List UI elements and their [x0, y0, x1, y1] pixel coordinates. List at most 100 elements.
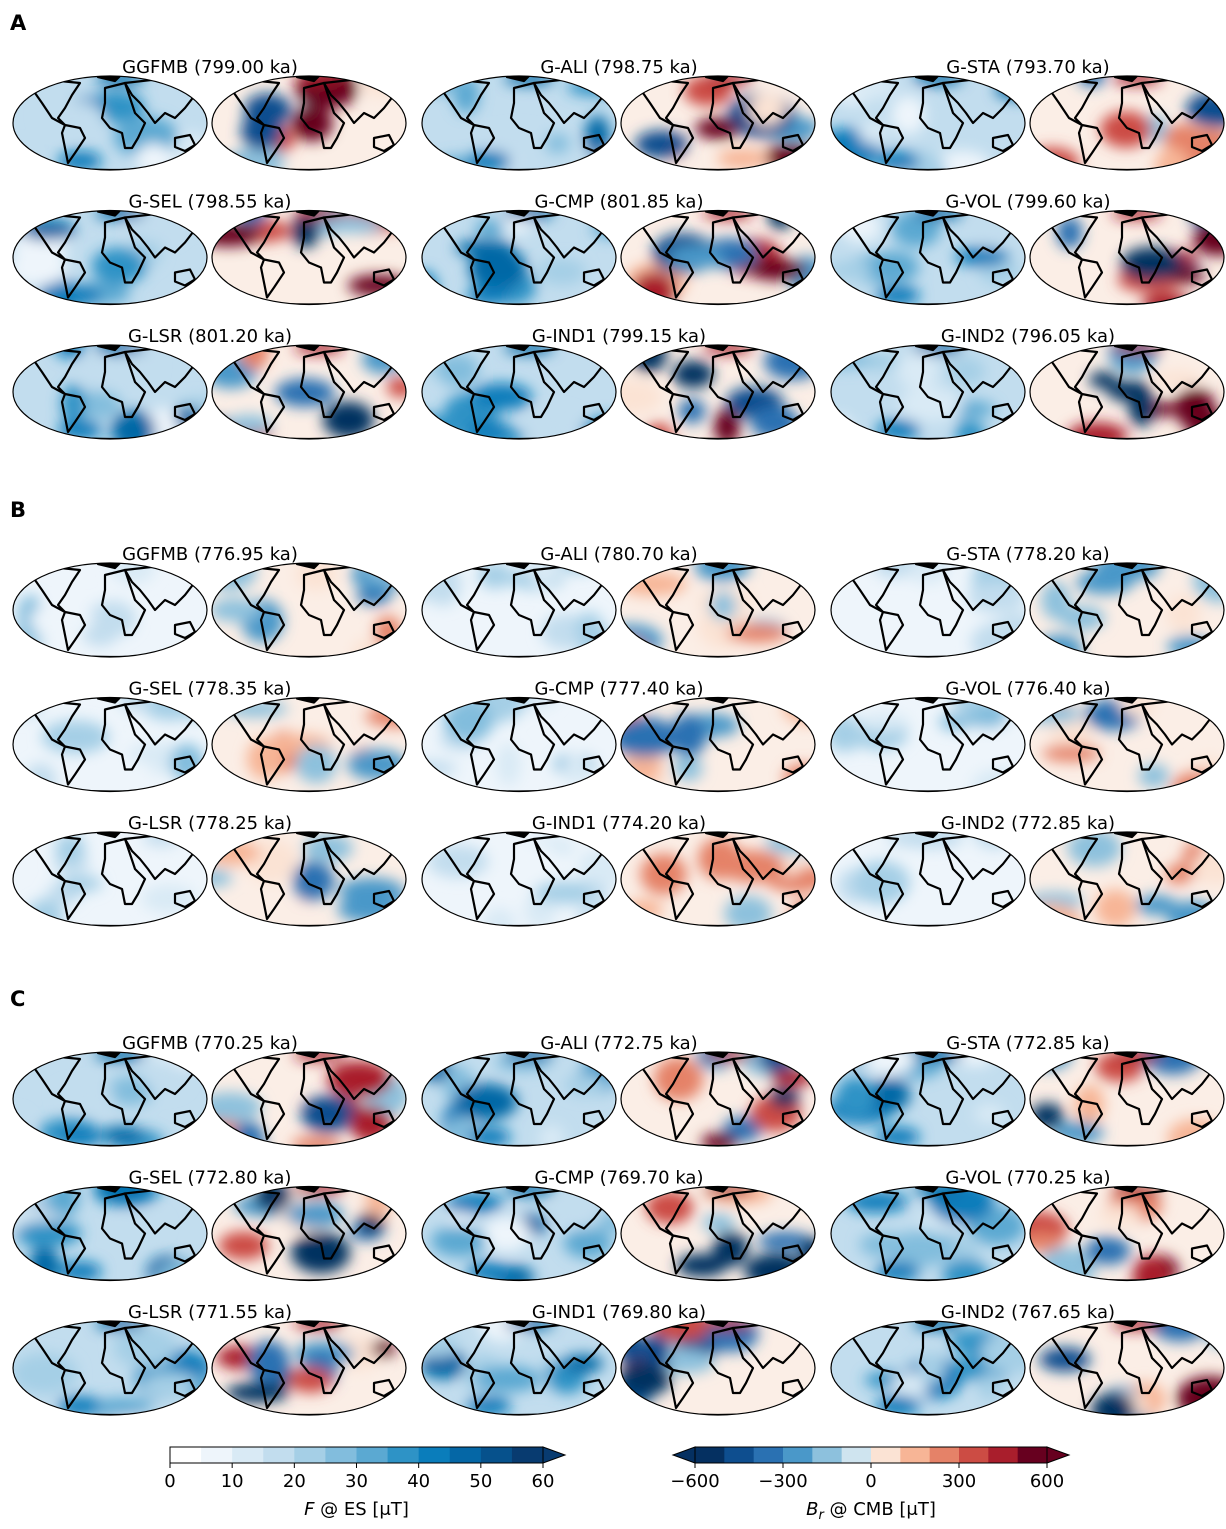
- br-map: [599, 552, 818, 671]
- br-map: [1020, 829, 1226, 939]
- f-map: [10, 335, 227, 449]
- colorbar-level: [232, 1447, 264, 1463]
- br-map: [618, 197, 827, 309]
- f-map: [826, 1039, 1028, 1149]
- colorbar-level: [170, 1447, 202, 1463]
- f-map: [0, 686, 228, 797]
- br-map: [209, 690, 427, 794]
- map-title: G-STA (778.20 ka): [946, 544, 1109, 565]
- colorbar-level: [959, 1447, 989, 1463]
- map-title: G-LSR (771.55 ka): [128, 1302, 292, 1323]
- colorbar-level: [450, 1447, 482, 1463]
- colorbar-level: [930, 1447, 960, 1463]
- colorbar-level: [783, 1447, 813, 1463]
- tick-label: 0: [164, 1471, 175, 1492]
- colorbar-level: [988, 1447, 1018, 1463]
- colorbar-level: [724, 1447, 754, 1463]
- colorbar-level: [263, 1447, 295, 1463]
- colorbar-label: Br @ CMB [μT]: [806, 1499, 936, 1523]
- f-map: [0, 73, 214, 182]
- br-map: [609, 691, 835, 807]
- map-title: G-SEL (778.35 ka): [129, 679, 292, 700]
- map-title: G-LSR (778.25 ka): [128, 813, 292, 834]
- br-map: [209, 1318, 409, 1418]
- colorbar-level: [1018, 1447, 1048, 1463]
- f-map: [815, 62, 1041, 189]
- colorbar-level: [754, 1447, 784, 1463]
- map-title: GGFMB (799.00 ka): [122, 57, 298, 78]
- br-map: [1024, 683, 1226, 806]
- tick-label: 20: [283, 1471, 306, 1492]
- map-title: G-IND2 (772.85 ka): [941, 813, 1115, 834]
- map-title: G-IND1 (769.80 ka): [532, 1302, 706, 1323]
- colorbar-level: [842, 1447, 872, 1463]
- map-title: G-VOL (770.25 ka): [945, 1168, 1110, 1189]
- br-map: [618, 1040, 818, 1151]
- map-title: G-LSR (801.20 ka): [128, 326, 292, 347]
- map-title: G-ALI (780.70 ka): [540, 544, 697, 565]
- panel-label: A: [10, 11, 27, 35]
- map-title: G-VOL (776.40 ka): [945, 679, 1110, 700]
- br-map: [618, 73, 820, 173]
- tick-label: 300: [942, 1471, 976, 1492]
- colorbar-level: [481, 1447, 513, 1463]
- f-map: [411, 208, 634, 309]
- tick-label: 10: [221, 1471, 244, 1492]
- f-map: [4, 1039, 210, 1152]
- map-title: G-IND2 (796.05 ka): [941, 326, 1115, 347]
- br-map: [618, 829, 830, 931]
- map-title: G-CMP (801.85 ka): [534, 192, 703, 213]
- map-title: GGFMB (770.25 ka): [122, 1033, 298, 1054]
- map-title: G-SEL (798.55 ka): [129, 192, 292, 213]
- map-title: G-CMP (769.70 ka): [534, 1168, 703, 1189]
- colorbar-level: [201, 1447, 233, 1463]
- colorbar-level: [695, 1447, 725, 1463]
- colorbar-level: [871, 1447, 901, 1463]
- colorbar: −600−3000300600Br @ CMB [μT]: [670, 1447, 1069, 1523]
- colorbar-extend: [1047, 1447, 1069, 1463]
- br-map: [203, 549, 425, 669]
- map-title: G-ALI (772.75 ka): [540, 1033, 697, 1054]
- br-map: [1024, 64, 1226, 186]
- f-map: [826, 691, 1028, 802]
- tick-label: 60: [532, 1471, 555, 1492]
- panel-label: C: [10, 987, 25, 1011]
- map-title: G-SEL (772.80 ka): [129, 1168, 292, 1189]
- br-map: [1027, 334, 1226, 449]
- f-map: [419, 829, 642, 938]
- f-map: [10, 829, 224, 935]
- tick-label: 40: [407, 1471, 430, 1492]
- tick-label: −300: [758, 1471, 807, 1492]
- label-text: @ CMB [μT]: [824, 1499, 936, 1520]
- br-map: [198, 331, 416, 458]
- br-map: [209, 68, 409, 185]
- f-map: [828, 208, 1028, 308]
- tick-label: −600: [670, 1471, 719, 1492]
- figure: A GGFMB (799.00 ka) G-ALI (798.75 ka) G-STA…: [0, 0, 1226, 1529]
- br-map: [1009, 1169, 1226, 1298]
- panel-label: B: [10, 498, 26, 522]
- label-symbol: F: [304, 1499, 315, 1520]
- colorbar-extend: [543, 1447, 565, 1463]
- map-title: G-STA (793.70 ka): [946, 57, 1109, 78]
- br-map: [613, 1310, 818, 1418]
- label-text: @ ES [μT]: [314, 1499, 408, 1520]
- map-title: G-IND2 (767.65 ka): [941, 1302, 1115, 1323]
- colorbar-level: [419, 1447, 451, 1463]
- map-title: G-IND1 (774.20 ka): [532, 813, 706, 834]
- f-map: [828, 1180, 1028, 1291]
- tick-label: 600: [1030, 1471, 1064, 1492]
- map-title: G-VOL (799.60 ka): [945, 192, 1110, 213]
- map-title: G-IND1 (799.15 ka): [532, 326, 706, 347]
- map-title: G-ALI (798.75 ka): [540, 57, 697, 78]
- colorbar-level: [900, 1447, 930, 1463]
- f-map: [828, 1318, 1046, 1418]
- colorbar-level: [812, 1447, 842, 1463]
- tick-label: 50: [469, 1471, 492, 1492]
- br-map: [197, 1049, 409, 1160]
- f-map: [0, 553, 218, 661]
- colorbar-level: [325, 1447, 357, 1463]
- map-title: GGFMB (776.95 ka): [122, 544, 298, 565]
- f-map: [814, 820, 1034, 943]
